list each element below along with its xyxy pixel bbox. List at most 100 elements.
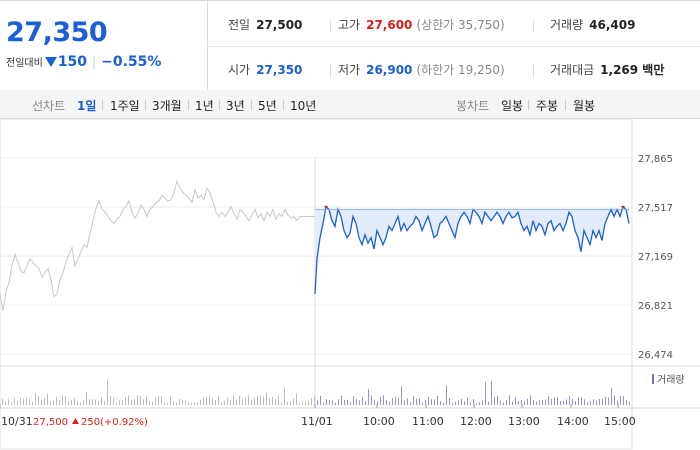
volume-bar: [389, 401, 390, 405]
volume-bar: [437, 395, 438, 405]
volume-bar: [278, 395, 279, 405]
volume-bar: [461, 398, 462, 405]
high-price: 고가 27,600 (상한가 35,750): [338, 16, 505, 33]
toolbar-divider: [283, 100, 284, 110]
toolbar-divider: [251, 100, 252, 110]
intraday-chart: 27,865 27,517 27,169 26,821 26,474 10/31 11/0…: [0, 118, 700, 450]
volume-bar: [359, 400, 360, 405]
volume-bars: [2, 379, 630, 405]
change-percent: −0.55%: [101, 54, 162, 70]
volume-bar: [440, 401, 441, 405]
volume-bar: [500, 400, 501, 405]
period-1w[interactable]: 1주일: [110, 99, 140, 113]
volume-bar: [272, 396, 273, 405]
volume-bar: [548, 396, 549, 405]
volume-bar: [521, 400, 522, 405]
volume-bar: [218, 395, 219, 405]
y-tick-label: 27,517: [638, 203, 673, 214]
volume-bar: [170, 396, 171, 405]
candle-weekly[interactable]: 주봉: [536, 99, 559, 113]
volume-bar: [74, 397, 75, 405]
volume-bar: [350, 401, 351, 405]
volume-bar: [563, 400, 564, 405]
volume-bar: [458, 400, 459, 405]
low-label: 저가: [338, 63, 361, 77]
period-1y[interactable]: 1년: [195, 99, 214, 113]
volume-bar: [8, 399, 9, 405]
cell-divider: [330, 64, 331, 78]
volume-bar: [395, 397, 396, 405]
prev-day-line: [0, 179, 315, 311]
volume-bar: [167, 402, 168, 405]
volume-bar: [242, 399, 243, 405]
volume-bar: [131, 400, 132, 405]
volume-bar: [314, 396, 315, 405]
volume-bar: [425, 399, 426, 405]
volume-bar: [44, 397, 45, 405]
volume-bar: [65, 395, 66, 405]
volume-bar: [374, 399, 375, 405]
volume-bar: [368, 389, 369, 405]
period-10y[interactable]: 10년: [290, 99, 317, 113]
volume-bar: [545, 399, 546, 405]
volume-bar: [191, 402, 192, 405]
volume-bar: [482, 400, 483, 405]
volume-bar: [329, 399, 330, 405]
candle-monthly[interactable]: 월봉: [573, 99, 596, 113]
volume-bar: [614, 395, 615, 405]
volume-bar: [323, 402, 324, 405]
volume-bar: [302, 401, 303, 405]
x-axis: 10/31 11/01 10:00 11:00 12:00 13:00 14:00 15:00: [0, 404, 636, 428]
volume-bar: [89, 399, 90, 405]
volume-bar: [365, 401, 366, 405]
y-axis: 27,865 27,517 27,169 26,821 26,474: [638, 154, 673, 361]
up-triangle-icon: [72, 418, 79, 424]
volume-bar: [281, 402, 282, 405]
volume-bar: [101, 397, 102, 405]
volume-bar: [617, 400, 618, 405]
volume-bar: [20, 397, 21, 405]
change-label: 전일대비: [6, 58, 43, 69]
volume-bar: [305, 401, 306, 405]
volume-bar: [542, 400, 543, 405]
volume-bar: [86, 391, 87, 405]
volume-bar: [527, 398, 528, 405]
volume-bar: [233, 395, 234, 405]
volume-bar: [308, 400, 309, 405]
cell-divider: [533, 19, 534, 33]
volume-bar: [362, 397, 363, 405]
header-row-divider: [207, 46, 700, 47]
change-amount: 150: [57, 54, 88, 70]
volume-bar: [284, 387, 285, 405]
volume-bar: [14, 398, 15, 405]
volume-bar: [221, 402, 222, 405]
volume-bar: [134, 399, 135, 405]
volume-bar: [2, 399, 3, 405]
volume-bar: [557, 397, 558, 405]
volume-bar: [533, 400, 534, 405]
change-line: 전일대비 150 | −0.55%: [6, 54, 161, 70]
volume-bar: [188, 401, 189, 405]
candle-daily[interactable]: 일봉: [501, 99, 524, 113]
x-tick-label: 10/31: [1, 415, 33, 428]
volume-bar: [464, 401, 465, 405]
period-5y[interactable]: 5년: [258, 99, 277, 113]
change-separator: |: [92, 55, 97, 69]
volume-bar: [341, 395, 342, 405]
volume-bar: [554, 397, 555, 405]
volume-bar: [515, 397, 516, 405]
prev-day-change: 250: [81, 417, 100, 428]
volume-bar: [245, 397, 246, 405]
plot-frame: [0, 118, 633, 450]
volume-bar: [332, 400, 333, 405]
volume-bar: [107, 379, 108, 405]
volume-bar: [581, 397, 582, 405]
volume-bar: [116, 402, 117, 405]
x-tick-label: 12:00: [460, 415, 492, 428]
period-3m[interactable]: 3개월: [152, 99, 182, 113]
period-3y[interactable]: 3년: [226, 99, 245, 113]
volume-bar: [35, 393, 36, 405]
volume-bar: [176, 402, 177, 405]
period-1d[interactable]: 1일: [77, 99, 97, 113]
volume-bar: [59, 400, 60, 405]
